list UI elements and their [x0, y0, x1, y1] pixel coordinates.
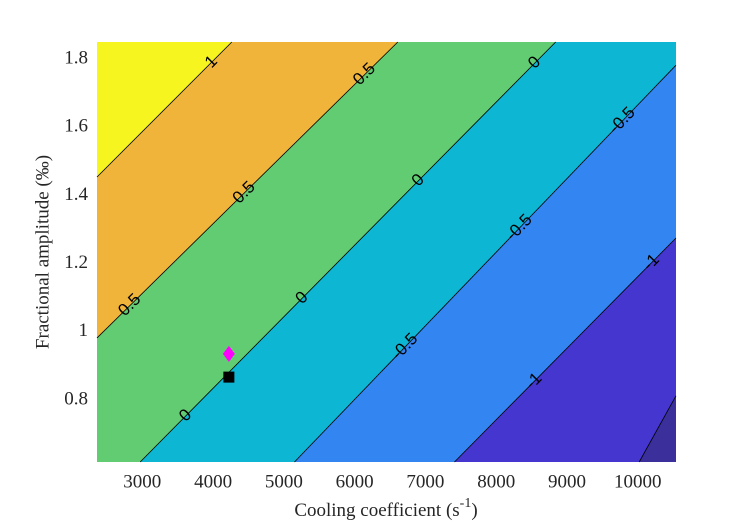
contour-line: [638, 395, 677, 463]
y-axis-label: Fractional amplitude (‰): [32, 155, 53, 349]
x-tick-label: 10000: [614, 471, 662, 492]
x-tick-label: 9000: [548, 471, 586, 492]
x-tick-label: 4000: [194, 471, 232, 492]
marker-square: [223, 371, 235, 383]
y-tick-label: 1: [79, 320, 89, 341]
y-tick-label: 1.2: [64, 252, 88, 273]
y-tick-label: 1.6: [64, 116, 88, 137]
contour-line: [96, 41, 399, 339]
contour-line: [96, 41, 233, 178]
x-label-tail: ): [471, 500, 477, 521]
x-tick-label: 7000: [406, 471, 444, 492]
marker-diamond: [222, 345, 235, 362]
y-tick-label: 0.8: [64, 388, 88, 409]
y-tick-label: 1.8: [64, 47, 88, 68]
y-tick-label: 1.4: [64, 184, 88, 205]
x-tick-label: 3000: [123, 471, 161, 492]
contour-line: [139, 41, 556, 463]
x-tick-label: 8000: [477, 471, 515, 492]
contour-line: [454, 237, 677, 463]
x-label-text: Cooling coefficient (s: [294, 500, 459, 521]
x-label-sup: -1: [460, 496, 472, 511]
x-tick-label: 5000: [265, 471, 303, 492]
x-axis-label: Cooling coefficient (s-1): [294, 496, 477, 521]
contour-line: [294, 64, 677, 463]
x-tick-label: 6000: [336, 471, 374, 492]
